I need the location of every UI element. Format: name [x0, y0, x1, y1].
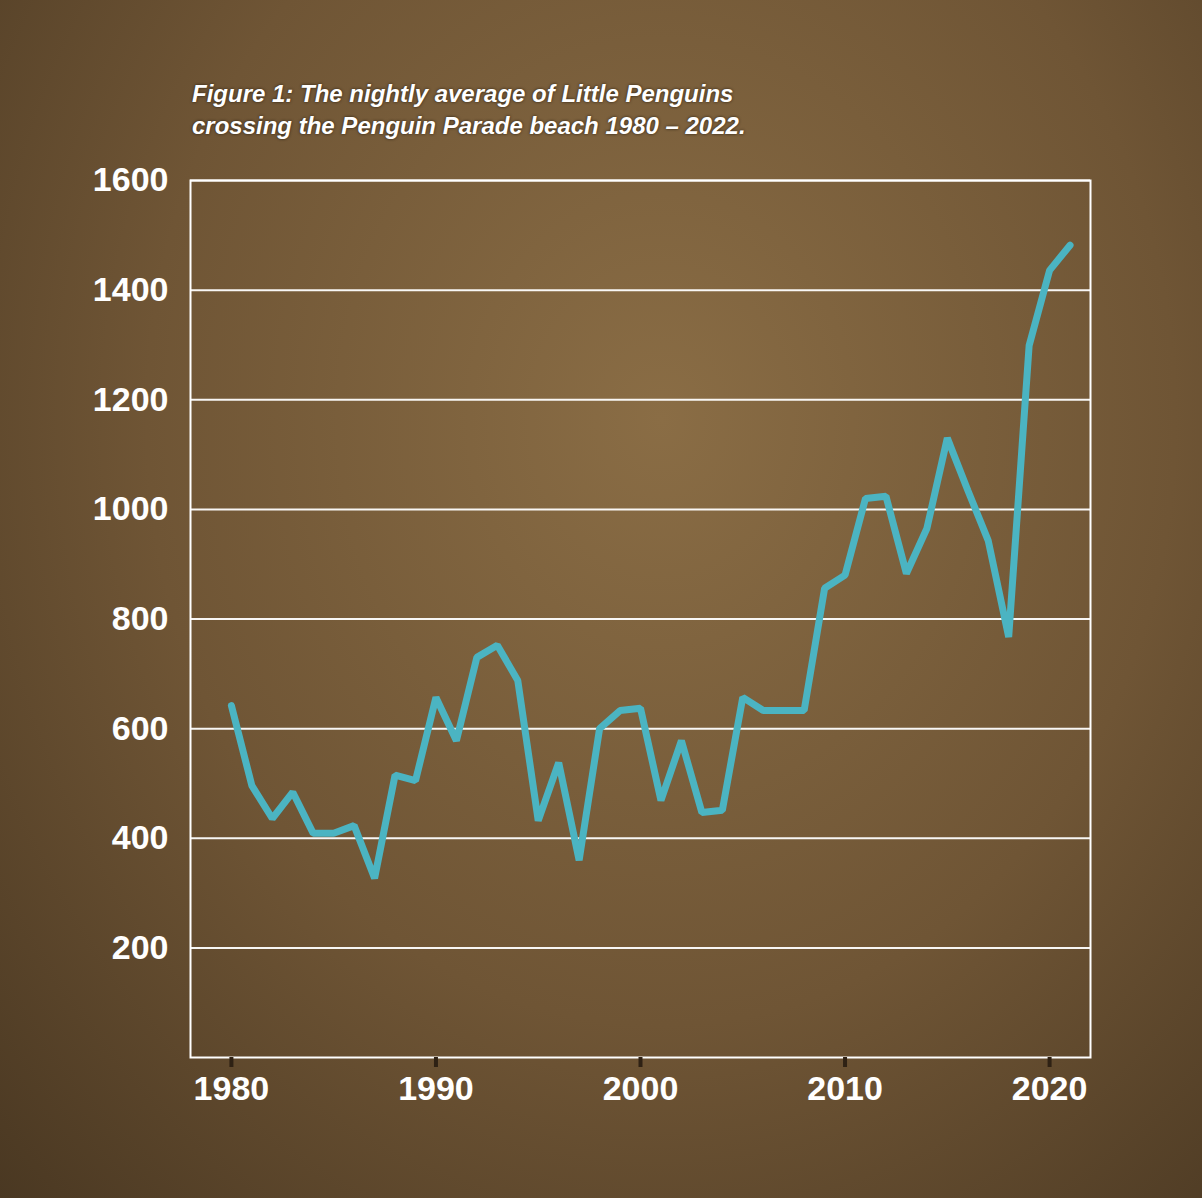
- svg-text:400: 400: [112, 818, 169, 856]
- html-text:Figure 1: The nightly average: Figure 1: The nightly average of Little …: [192, 80, 746, 139]
- svg-text:1400: 1400: [93, 270, 169, 308]
- svg-text:1000: 1000: [93, 489, 169, 527]
- svg-text:200: 200: [112, 928, 169, 966]
- svg-text:2000: 2000: [603, 1069, 679, 1107]
- svg-text:800: 800: [112, 599, 169, 637]
- svg-text:2020: 2020: [1012, 1069, 1088, 1107]
- svg-text:600: 600: [112, 709, 169, 747]
- svg-text:2010: 2010: [807, 1069, 883, 1107]
- svg-text:1200: 1200: [93, 380, 169, 418]
- svg-text:1600: 1600: [93, 160, 169, 198]
- svg-text:1990: 1990: [398, 1069, 474, 1107]
- svg-text:1980: 1980: [194, 1069, 270, 1107]
